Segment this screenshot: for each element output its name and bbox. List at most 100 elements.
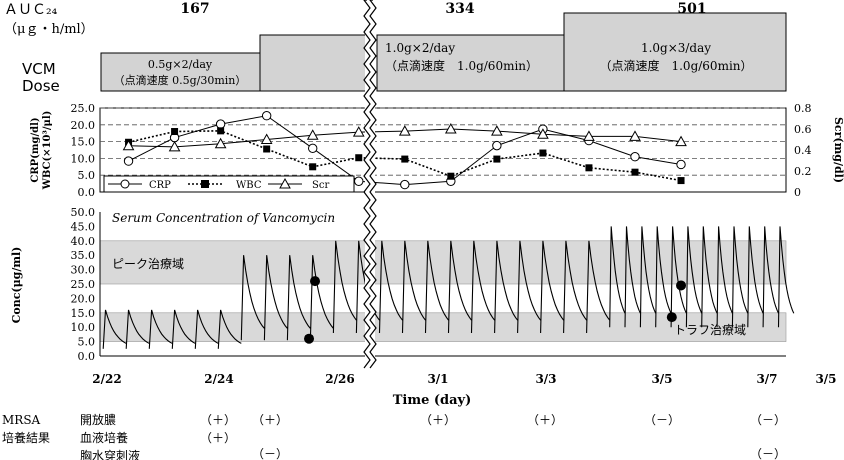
point-wbc (171, 128, 179, 136)
peak-band-label: ピーク治療域 (112, 257, 184, 271)
dose-box-1-line1: 0.5g×2/day (148, 58, 213, 71)
conc-x-tick-label: 3/3 (535, 372, 556, 386)
pus-mark-3: （＋） (420, 413, 456, 427)
point-scr (629, 130, 641, 141)
legend-scr-marker (279, 177, 291, 189)
point-scr (675, 135, 687, 147)
auc-value-1: 167 (180, 1, 209, 17)
conc-y-tick-label: 35.0 (71, 249, 96, 262)
mrsa-row-pus: 開放膿 (80, 412, 116, 427)
dose-box-4-line1: 1.0g×3/day (641, 41, 711, 55)
point-wbc (493, 155, 501, 163)
mrsa-label: MRSA (2, 413, 41, 427)
axis-break-line-right (369, 0, 377, 369)
point-crp (308, 143, 318, 154)
lab-left-tick-label: 20.0 (71, 119, 96, 132)
legend-wbc-marker (201, 180, 209, 188)
lab-ylabel-wbc: WBC(×10³/μl) (42, 111, 53, 191)
conc-x-tick-label: 2/24 (204, 372, 233, 386)
dose-label-dose: Dose (22, 77, 60, 95)
conc-y-tick-label: 50.0 (71, 206, 96, 219)
conc-y-tick-label: 30.0 (71, 264, 96, 277)
legend-box (103, 175, 355, 193)
lab-right-axis: 0 0.2 0.4 0.6 0.8 (794, 102, 812, 199)
lab-legend: CRP WBC Scr (103, 175, 355, 193)
measured-points (304, 276, 687, 344)
axis-break (363, 0, 377, 372)
measured-point (310, 276, 321, 287)
auc-label: ＡＵＣ₂₄ (4, 2, 58, 18)
dose-box-1-line2: （点滴速度 0.5g/30min） (114, 73, 247, 87)
mrsa-culture-label: 培養結果 (2, 430, 50, 445)
lab-right-tick-label: 0.2 (794, 165, 812, 178)
conc-x-tick-label: 3/5 (815, 372, 836, 386)
conc-xlabel: Time (day) (393, 393, 472, 408)
measured-point (666, 312, 677, 323)
blood-mark-1: （＋） (200, 431, 236, 445)
pus-mark-4: （＋） (527, 413, 563, 427)
point-crp (400, 179, 410, 190)
dose-box-4-line2: （点滴速度 1.0g/60min） (599, 58, 752, 73)
point-crp (630, 152, 640, 162)
lab-left-tick-label: 25.0 (71, 102, 96, 115)
conc-chart: 0.05.0 10.015.0 20.025.030.0 35.040.0 45.050… (10, 206, 837, 408)
point-wbc (217, 127, 225, 135)
auc-value-2: 334 (445, 1, 474, 17)
point-scr (306, 129, 319, 140)
legend-wbc-label: WBC (236, 180, 262, 191)
point-wbc (401, 155, 409, 163)
conc-x-tick-label: 3/7 (756, 372, 777, 386)
conc-y-tick-label: 25.0 (71, 278, 96, 291)
point-wbc (539, 149, 547, 157)
pleural-mark-2: （－） (750, 447, 786, 460)
lab-series (122, 111, 687, 190)
conc-y-tick-label: 40.0 (71, 235, 96, 248)
point-scr (398, 125, 411, 136)
lab-right-tick-label: 0.8 (794, 102, 812, 115)
point-wbc (355, 154, 363, 162)
point-scr (491, 125, 503, 136)
point-wbc (309, 163, 317, 171)
trough-band-label: トラフ治療域 (674, 323, 746, 337)
auc-unit: （μｇ・h/ml） (4, 22, 94, 37)
lab-right-tick-label: 0.4 (794, 144, 812, 157)
conc-x-tick-label: 3/5 (651, 372, 672, 386)
conc-y-tick-label: 15.0 (71, 307, 96, 320)
pus-mark-1: （＋） (200, 413, 236, 427)
dose-label-vcm: VCM (22, 60, 56, 78)
conc-y-axis: 0.05.0 10.015.0 20.025.030.0 35.040.0 45.050… (71, 206, 96, 363)
lab-chart-grid (100, 107, 786, 176)
point-wbc (447, 172, 455, 180)
legend-crp-marker (120, 179, 130, 189)
lab-left-tick-label: 5.0 (78, 169, 96, 182)
dose-box-3 (376, 34, 565, 92)
point-wbc (585, 164, 593, 172)
conc-x-axis: 2/22 2/24 2/26 3/1 3/3 3/5 3/7 3/5 (92, 372, 836, 386)
point-wbc (631, 168, 639, 176)
point-scr (583, 130, 595, 141)
mrsa-row-blood: 血液培養 (80, 430, 128, 445)
conc-ylabel: Conc(μg/ml) (10, 247, 23, 324)
dose-box-4 (563, 12, 787, 92)
point-crp (676, 159, 686, 170)
conc-y-tick-label: 10.0 (71, 321, 96, 334)
point-crp (492, 140, 502, 151)
lab-left-tick-label: 15.0 (71, 136, 96, 149)
point-crp (354, 176, 364, 186)
legend-crp-label: CRP (149, 180, 171, 191)
point-crp (123, 156, 134, 166)
point-scr (537, 128, 549, 139)
axis-break-line-left (363, 0, 371, 369)
conc-x-tick-label: 3/1 (427, 372, 448, 386)
measured-point (304, 333, 315, 344)
lab-left-tick-label: 0.0 (78, 186, 96, 199)
point-crp (261, 111, 272, 121)
conc-y-tick-label: 0.0 (78, 350, 96, 363)
dose-box-3-line2: （点滴速度 1.0g/60min） (385, 58, 538, 73)
conc-x-tick-label: 2/26 (325, 372, 354, 386)
conc-x-tick-label: 2/22 (92, 372, 121, 386)
lab-ylabel-crp: CRP(mg/dl) (30, 117, 41, 182)
lab-right-tick-label: 0.6 (794, 123, 812, 136)
point-wbc (677, 177, 685, 185)
